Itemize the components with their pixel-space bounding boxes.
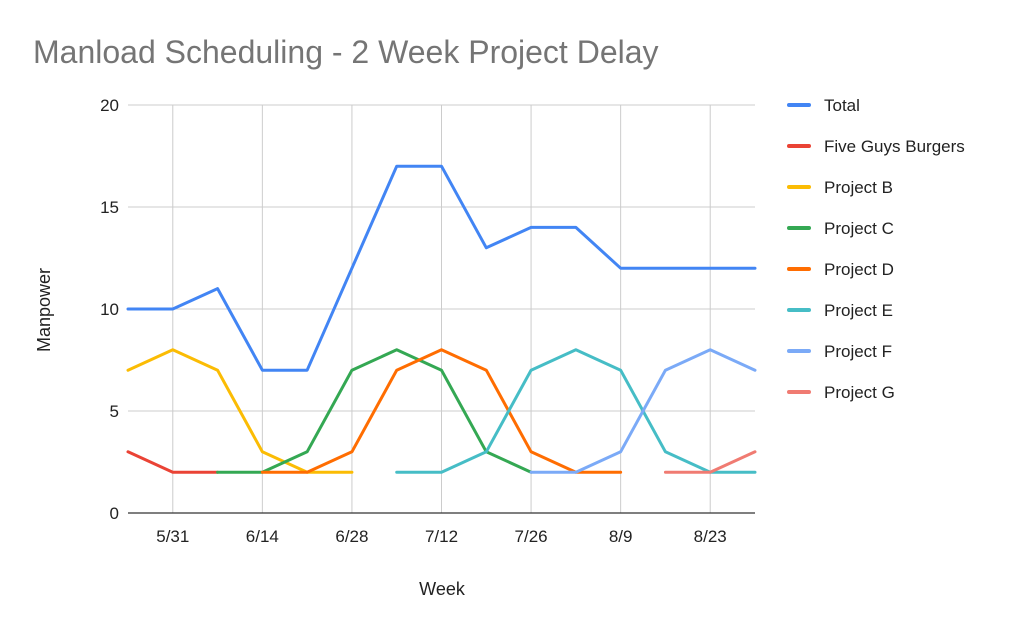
- series-line-five-guys-burgers: [126, 450, 220, 474]
- legend-label-project-e: Project E: [824, 301, 893, 320]
- y-tick-label: 0: [110, 504, 119, 523]
- x-tick-label: 6/28: [335, 527, 368, 546]
- y-axis-title: Manpower: [34, 268, 54, 352]
- y-tick-label: 5: [110, 402, 119, 421]
- series-line-project-g: [663, 450, 757, 474]
- series-lines: [126, 164, 757, 474]
- legend-label-project-b: Project B: [824, 178, 893, 197]
- x-tick-label: 5/31: [156, 527, 189, 546]
- series-line-project-b: [126, 348, 354, 474]
- legend-label-project-d: Project D: [824, 260, 894, 279]
- y-tick-label: 15: [100, 198, 119, 217]
- y-tick-label: 20: [100, 96, 119, 115]
- x-tick-label: 8/23: [694, 527, 727, 546]
- x-tick-label: 7/26: [515, 527, 548, 546]
- series-line-project-d: [260, 348, 623, 474]
- x-tick-label: 8/9: [609, 527, 633, 546]
- x-axis-title: Week: [419, 579, 466, 599]
- legend-label-five-guys-burgers: Five Guys Burgers: [824, 137, 965, 156]
- legend-label-project-f: Project F: [824, 342, 892, 361]
- series-line-project-f: [529, 348, 757, 474]
- x-tick-label: 7/12: [425, 527, 458, 546]
- series-line-project-e: [395, 348, 757, 474]
- legend-label-total: Total: [824, 96, 860, 115]
- x-tick-label: 6/14: [246, 527, 279, 546]
- series-line-project-c: [216, 348, 533, 474]
- legend: Total Five Guys Burgers Project B Project C…: [787, 96, 965, 402]
- x-axis-ticks: 5/31 6/14 6/28 7/12 7/26 8/9 8/23: [156, 527, 727, 546]
- y-tick-label: 10: [100, 300, 119, 319]
- series-line-total: [126, 164, 757, 372]
- y-axis-ticks: 0 5 10 15 20: [100, 96, 119, 523]
- chart-title: Manload Scheduling - 2 Week Project Dela…: [33, 34, 659, 70]
- legend-label-project-g: Project G: [824, 383, 895, 402]
- legend-label-project-c: Project C: [824, 219, 894, 238]
